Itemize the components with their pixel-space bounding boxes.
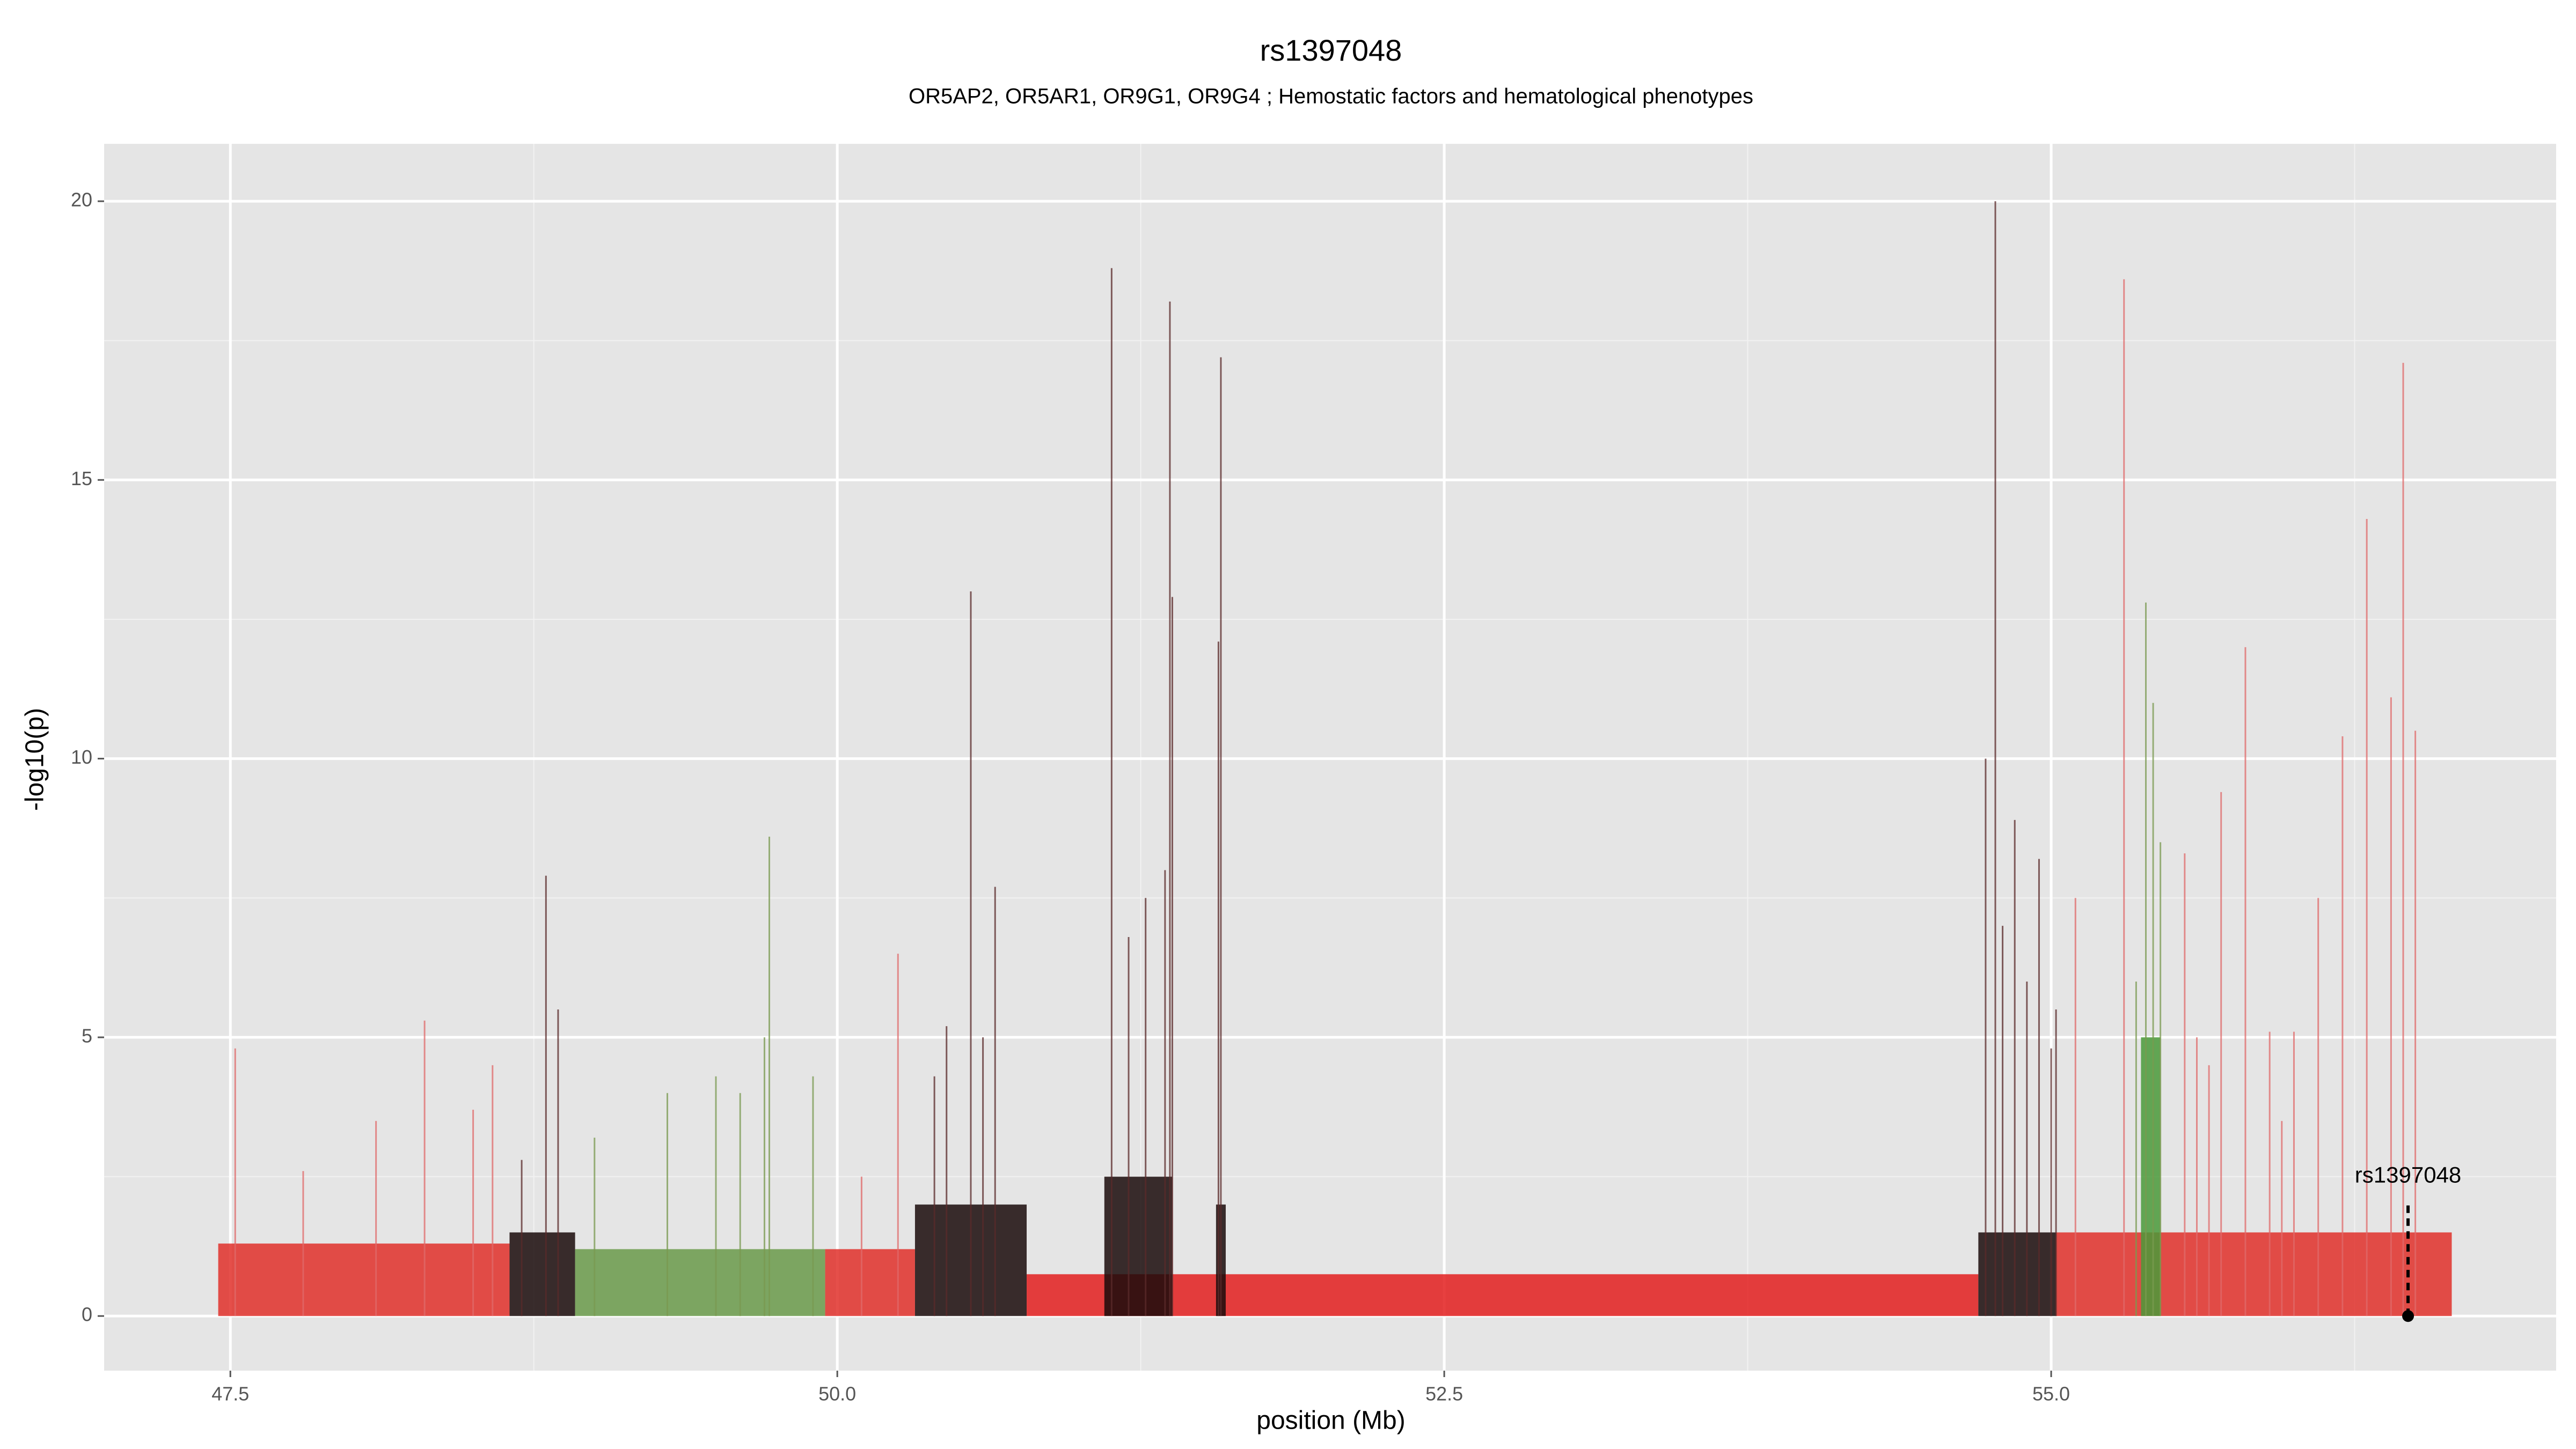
y-tick-label: 5 <box>82 1024 92 1046</box>
block <box>218 1243 510 1316</box>
y-tick-label: 20 <box>71 188 92 210</box>
x-axis-label: position (Mb) <box>1256 1407 1405 1435</box>
block <box>825 1249 915 1316</box>
annotation-point <box>2402 1310 2414 1322</box>
panel <box>104 144 2556 1371</box>
block <box>2056 1232 2452 1316</box>
block <box>509 1232 575 1316</box>
annotation-label: rs1397048 <box>2355 1162 2462 1187</box>
x-tick-label: 47.5 <box>211 1383 249 1405</box>
block <box>575 1249 825 1316</box>
y-tick-label: 0 <box>82 1304 92 1326</box>
block <box>1104 1176 1173 1316</box>
x-tick-label: 50.0 <box>818 1383 856 1405</box>
y-tick-label: 15 <box>71 467 92 489</box>
marks <box>218 201 2452 1322</box>
chart-title: rs1397048 <box>1260 33 1402 67</box>
chart-subtitle: OR5AP2, OR5AR1, OR9G1, OR9G4 ; Hemostati… <box>909 85 1753 108</box>
x-tick-label: 55.0 <box>2032 1383 2070 1405</box>
block <box>1978 1232 2057 1316</box>
y-axis-label: -log10(p) <box>21 708 49 811</box>
block <box>1027 1274 1979 1316</box>
block <box>2141 1037 2161 1316</box>
y-tick-label: 10 <box>71 746 92 768</box>
labels: 47.5 50.0 52.5 55.0 0 5 10 15 20 rs1397048 <box>71 188 2461 1404</box>
x-tick-label: 52.5 <box>1425 1383 1463 1405</box>
